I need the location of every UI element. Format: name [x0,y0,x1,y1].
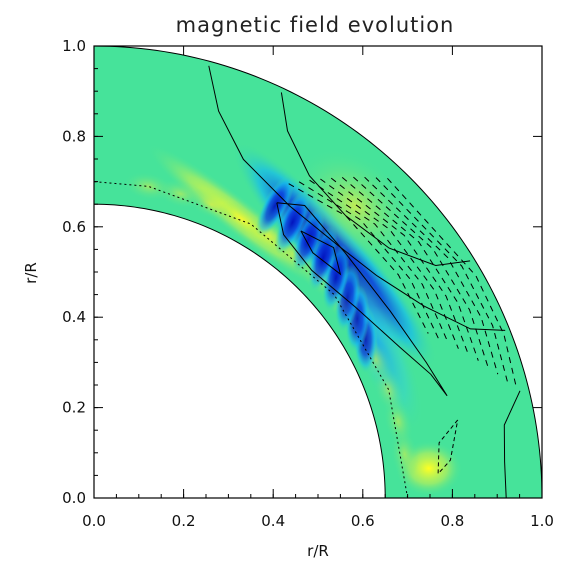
y-axis-label: r/R [22,262,40,284]
contour-dashed [309,179,449,344]
y-tick-label: 0.4 [62,308,86,326]
x-axis: 0.0 0.2 0.4 0.6 0.8 1.0 [82,46,554,530]
y-tick-label: 0.2 [62,399,86,417]
field-heatmap [94,46,542,498]
field-feature-negative-core [274,191,310,255]
contour-dashed [288,183,429,334]
contour-solid [503,390,521,499]
chart-title: magnetic field evolution [176,13,455,37]
y-tick-label: 0.6 [62,218,86,236]
contour-dashed [375,177,508,382]
x-tick-label: 0.8 [440,512,464,530]
x-tick-label: 1.0 [530,512,554,530]
y-tick-label: 1.0 [62,37,86,55]
contour-dashed [341,177,479,361]
contour-solid [276,202,448,397]
inner-boundary [93,203,386,499]
x-tick-label: 0.0 [82,512,106,530]
x-tick-label: 0.4 [261,512,285,530]
x-tick-label: 0.2 [172,512,196,530]
y-tick-label: 0.0 [62,489,86,507]
contour-dashed [387,177,518,390]
field-feature-negative-core [255,175,294,237]
x-tick-label: 0.6 [351,512,375,530]
field-contours [93,65,521,499]
contour-solid [280,92,471,267]
contour-solid [300,230,342,276]
y-axis: 0.0 0.2 0.4 0.6 0.8 1.0 [62,37,542,507]
contour-dashed [298,181,439,339]
contour-dashed [364,176,499,375]
outer-boundary [93,45,543,499]
field-feature-negative-core [292,208,325,273]
contour-dashed [330,177,469,355]
x-axis-label: r/R [307,542,329,560]
contour-dotted [93,181,409,499]
domain-boundaries [93,45,543,499]
field-feature-negative-core [307,226,338,292]
field-feature-positive-band [122,171,175,201]
contour-solid [208,65,506,331]
contour-dashed [320,178,459,349]
contour-dashed [437,419,459,476]
y-tick-label: 0.8 [62,127,86,145]
